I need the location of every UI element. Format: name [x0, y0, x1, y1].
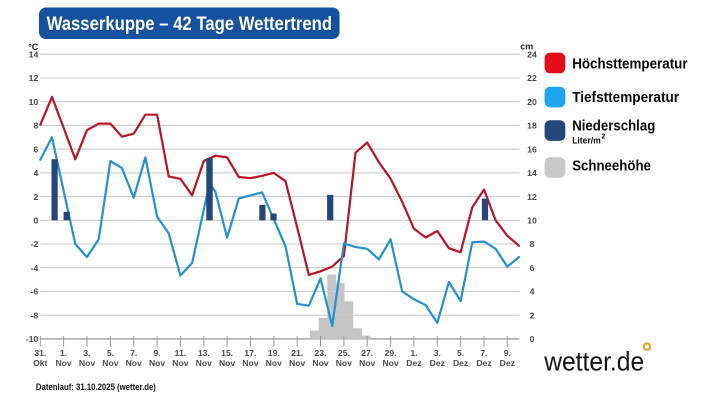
svg-text:wetter.de: wetter.de: [543, 347, 644, 377]
svg-text:Nov: Nov: [289, 358, 305, 368]
svg-text:22: 22: [527, 73, 537, 83]
svg-text:12: 12: [527, 192, 537, 202]
svg-text:6: 6: [33, 144, 38, 154]
svg-text:Niederschlag: Niederschlag: [572, 117, 655, 134]
svg-text:16: 16: [527, 144, 537, 154]
svg-text:Dez: Dez: [406, 358, 421, 368]
svg-text:0: 0: [33, 216, 38, 226]
svg-text:Nov: Nov: [242, 358, 258, 368]
svg-text:31.: 31.: [34, 348, 46, 358]
svg-text:Nov: Nov: [172, 358, 188, 368]
svg-text:Dez: Dez: [476, 358, 491, 368]
svg-text:1.: 1.: [60, 348, 67, 358]
svg-text:Nov: Nov: [336, 358, 352, 368]
svg-text:14: 14: [527, 168, 537, 178]
svg-text:Nov: Nov: [359, 358, 375, 368]
svg-text:2: 2: [601, 134, 605, 141]
svg-text:Nov: Nov: [55, 358, 71, 368]
svg-text:12: 12: [29, 73, 39, 83]
svg-text:Schneehöhe: Schneehöhe: [572, 158, 651, 175]
svg-text:7.: 7.: [480, 348, 487, 358]
svg-text:5.: 5.: [107, 348, 114, 358]
svg-text:0: 0: [530, 334, 535, 344]
svg-text:27.: 27.: [361, 348, 373, 358]
svg-text:Okt: Okt: [33, 358, 47, 368]
svg-text:3.: 3.: [434, 348, 441, 358]
svg-text:25.: 25.: [338, 348, 350, 358]
svg-text:17.: 17.: [244, 348, 256, 358]
svg-text:2: 2: [33, 192, 38, 202]
svg-text:3.: 3.: [83, 348, 90, 358]
svg-text:10: 10: [29, 97, 39, 107]
svg-text:Dez: Dez: [430, 358, 445, 368]
svg-text:Nov: Nov: [266, 358, 282, 368]
svg-text:8: 8: [33, 121, 38, 131]
svg-text:9.: 9.: [154, 348, 161, 358]
svg-text:Wasserkuppe – 42 Tage Wettertr: Wasserkuppe – 42 Tage Wettertrend: [47, 14, 333, 35]
svg-text:Nov: Nov: [102, 358, 118, 368]
svg-text:15.: 15.: [221, 348, 233, 358]
svg-text:cm: cm: [520, 42, 533, 52]
svg-text:20: 20: [527, 97, 537, 107]
svg-text:9.: 9.: [504, 348, 511, 358]
svg-text:Nov: Nov: [196, 358, 212, 368]
svg-text:Nov: Nov: [382, 358, 398, 368]
svg-text:29.: 29.: [385, 348, 397, 358]
svg-text:Liter/m: Liter/m: [572, 136, 601, 147]
svg-text:Dez: Dez: [500, 358, 515, 368]
svg-text:°C: °C: [28, 42, 39, 52]
svg-text:10: 10: [527, 216, 537, 226]
svg-text:8: 8: [530, 239, 535, 249]
svg-text:Nov: Nov: [126, 358, 142, 368]
svg-text:-8: -8: [31, 310, 39, 320]
svg-text:Nov: Nov: [79, 358, 95, 368]
svg-text:14: 14: [29, 49, 39, 59]
svg-text:24: 24: [527, 49, 537, 59]
svg-text:Höchsttemperatur: Höchsttemperatur: [572, 55, 688, 72]
svg-text:Nov: Nov: [219, 358, 235, 368]
svg-text:-4: -4: [31, 263, 39, 273]
svg-text:Dez: Dez: [453, 358, 468, 368]
svg-text:-10: -10: [26, 334, 39, 344]
svg-text:Tiefsttemperatur: Tiefsttemperatur: [572, 89, 679, 106]
svg-text:Nov: Nov: [149, 358, 165, 368]
svg-text:11.: 11.: [175, 348, 186, 358]
svg-text:13.: 13.: [198, 348, 210, 358]
svg-text:6: 6: [530, 263, 535, 273]
svg-text:18: 18: [527, 121, 537, 131]
svg-text:7.: 7.: [130, 348, 137, 358]
svg-text:23.: 23.: [315, 348, 327, 358]
svg-text:2: 2: [530, 310, 535, 320]
svg-text:21.: 21.: [291, 348, 303, 358]
svg-text:4: 4: [530, 287, 535, 297]
svg-text:19.: 19.: [268, 348, 280, 358]
svg-text:-6: -6: [31, 287, 39, 297]
svg-text:1.: 1.: [410, 348, 417, 358]
svg-text:-2: -2: [31, 239, 39, 249]
svg-text:5.: 5.: [457, 348, 464, 358]
svg-text:Datenlauf: 31.10.2025 (wetter.: Datenlauf: 31.10.2025 (wetter.de): [36, 381, 156, 392]
svg-text:Nov: Nov: [312, 358, 328, 368]
svg-text:4: 4: [33, 168, 38, 178]
